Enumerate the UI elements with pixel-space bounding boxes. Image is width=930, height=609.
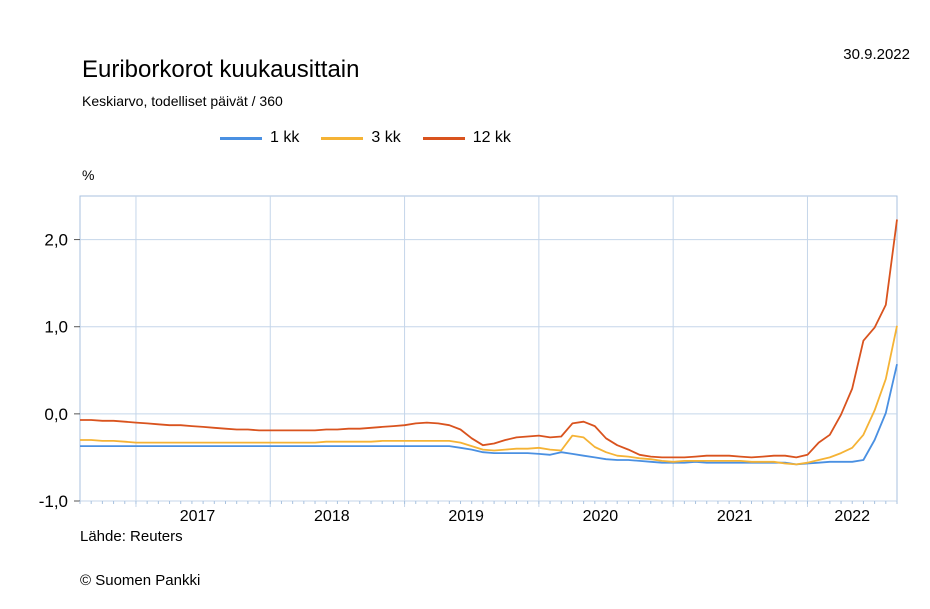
chart-subtitle: Keskiarvo, todelliset päivät / 360: [82, 93, 283, 109]
legend-label-12kk: 12 kk: [472, 129, 511, 146]
x-tick-label: 2022: [834, 508, 870, 525]
series-line-12kk: [80, 219, 898, 459]
chart-date: 30.9.2022: [843, 46, 910, 63]
y-tick-label: 1,0: [44, 318, 68, 337]
legend-item-12kk: 12 kk: [422, 129, 511, 147]
source-note: Lähde: Reuters: [80, 528, 183, 545]
legend-item-1kk: 1 kk: [220, 129, 299, 147]
y-tick-label: 2,0: [44, 231, 68, 250]
series-line-1kk: [80, 363, 898, 466]
x-tick-label: 2020: [583, 508, 619, 525]
x-tick-label: 2021: [717, 508, 753, 525]
series-line-3kk: [80, 325, 898, 466]
legend-swatch-1kk: [220, 136, 262, 140]
chart-legend: 1 kk 3 kk 12 kk: [220, 129, 511, 147]
y-tick-label: 0,0: [44, 405, 68, 424]
x-tick-label: 2017: [180, 508, 216, 525]
chart-title: Euriborkorot kuukausittain: [82, 56, 360, 83]
y-tick-label: -1,0: [39, 492, 68, 511]
legend-swatch-12kk: [422, 136, 465, 140]
x-tick-label: 2018: [314, 508, 350, 525]
y-unit-label: %: [82, 167, 95, 183]
x-tick-label: 2019: [448, 508, 484, 525]
legend-label-1kk: 1 kk: [270, 129, 300, 146]
legend-label-3kk: 3 kk: [371, 129, 401, 146]
legend-swatch-3kk: [321, 136, 364, 140]
legend-item-3kk: 3 kk: [321, 129, 401, 147]
copyright-note: © Suomen Pankki: [80, 572, 201, 589]
